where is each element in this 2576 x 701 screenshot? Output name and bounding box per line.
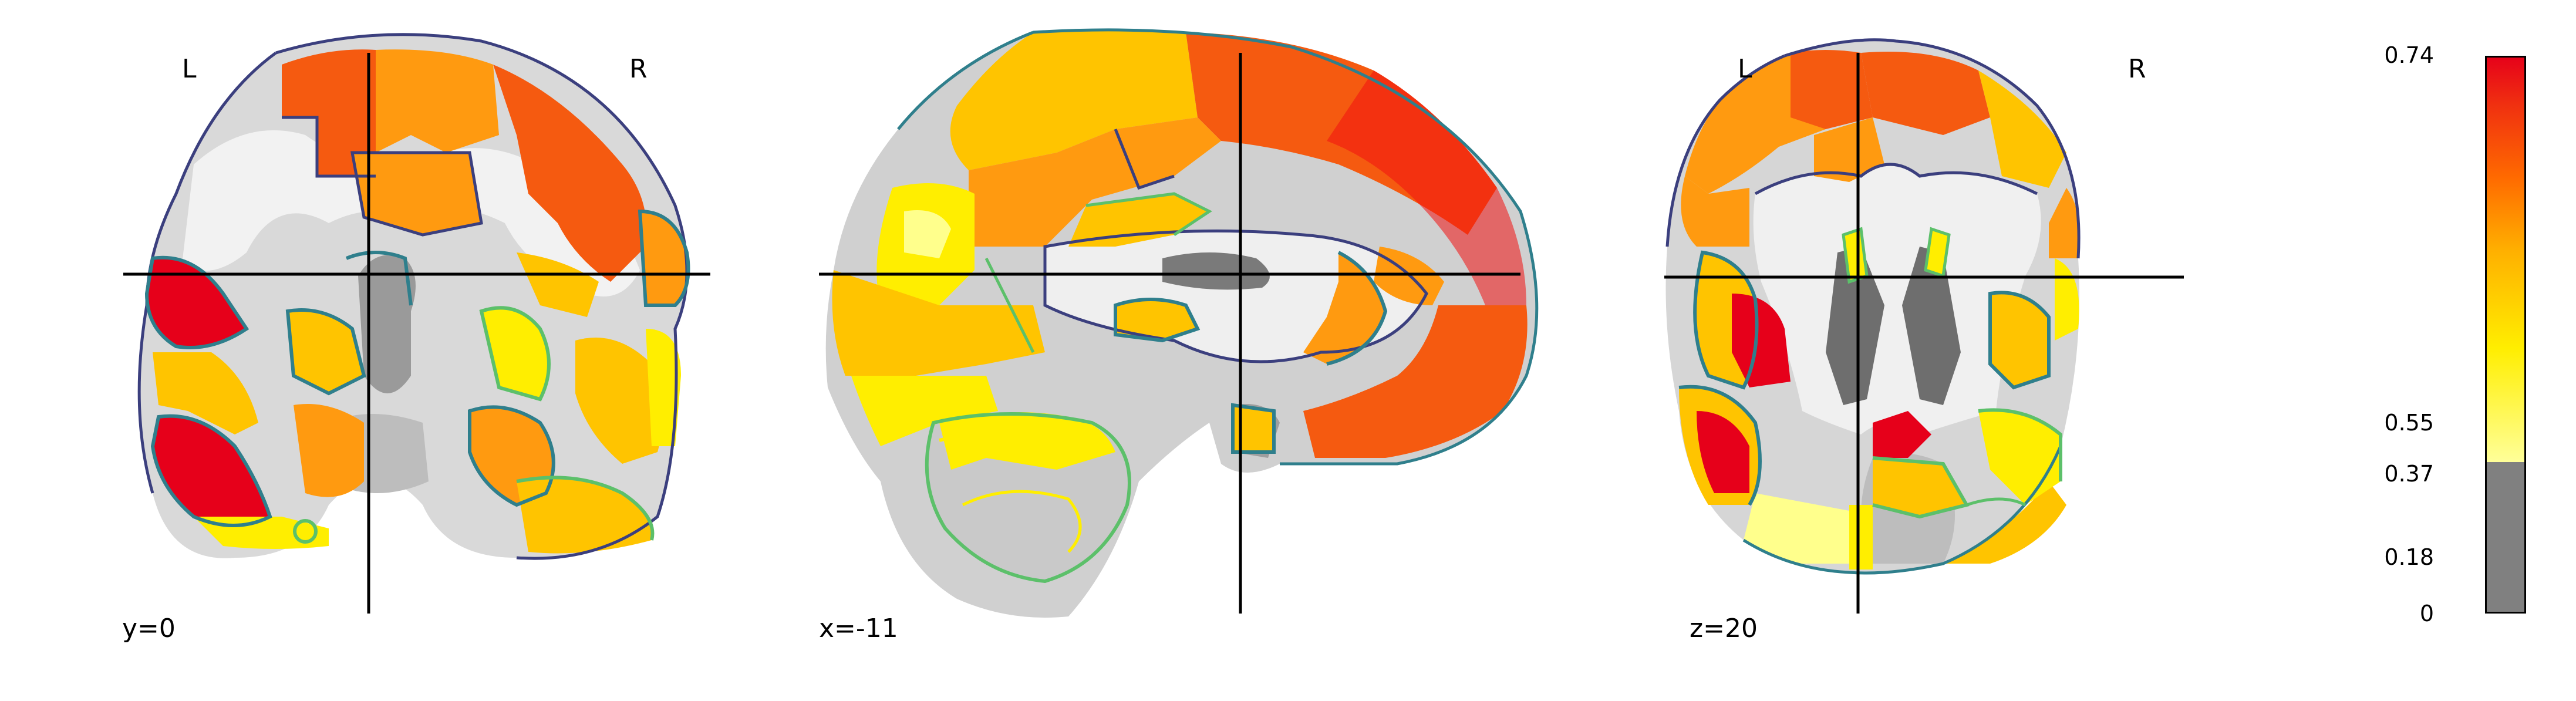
colorbar-thresholded-range xyxy=(2485,462,2526,614)
sagittal-panel: x=-11 xyxy=(763,0,1614,701)
left-orientation-label: L xyxy=(182,54,197,84)
colorbar-tick-max: 0.74 xyxy=(2384,42,2434,68)
sagittal-brain-image xyxy=(819,28,1539,618)
colorbar-tick-zero: 0 xyxy=(2419,601,2434,626)
colorbar-tick-low: 0.18 xyxy=(2384,544,2434,570)
right-orientation-label: R xyxy=(629,54,648,84)
right-orientation-label: R xyxy=(2128,54,2146,84)
colorbar-active-range xyxy=(2485,56,2526,462)
colorbar xyxy=(2485,56,2526,614)
coronal-brain-image xyxy=(123,33,710,614)
coronal-panel: L R y=0 xyxy=(0,0,763,701)
left-orientation-label: L xyxy=(1738,54,1752,84)
axial-coordinate-label: z=20 xyxy=(1690,614,1758,643)
colorbar-tick-threshold-low: 0.37 xyxy=(2384,461,2434,487)
axial-panel: L R z=20 xyxy=(1614,0,2201,701)
axial-brain-image xyxy=(1664,38,2184,614)
colorbar-tick-threshold-high: 0.55 xyxy=(2384,410,2434,436)
coronal-coordinate-label: y=0 xyxy=(122,614,176,643)
sagittal-coordinate-label: x=-11 xyxy=(819,614,898,643)
